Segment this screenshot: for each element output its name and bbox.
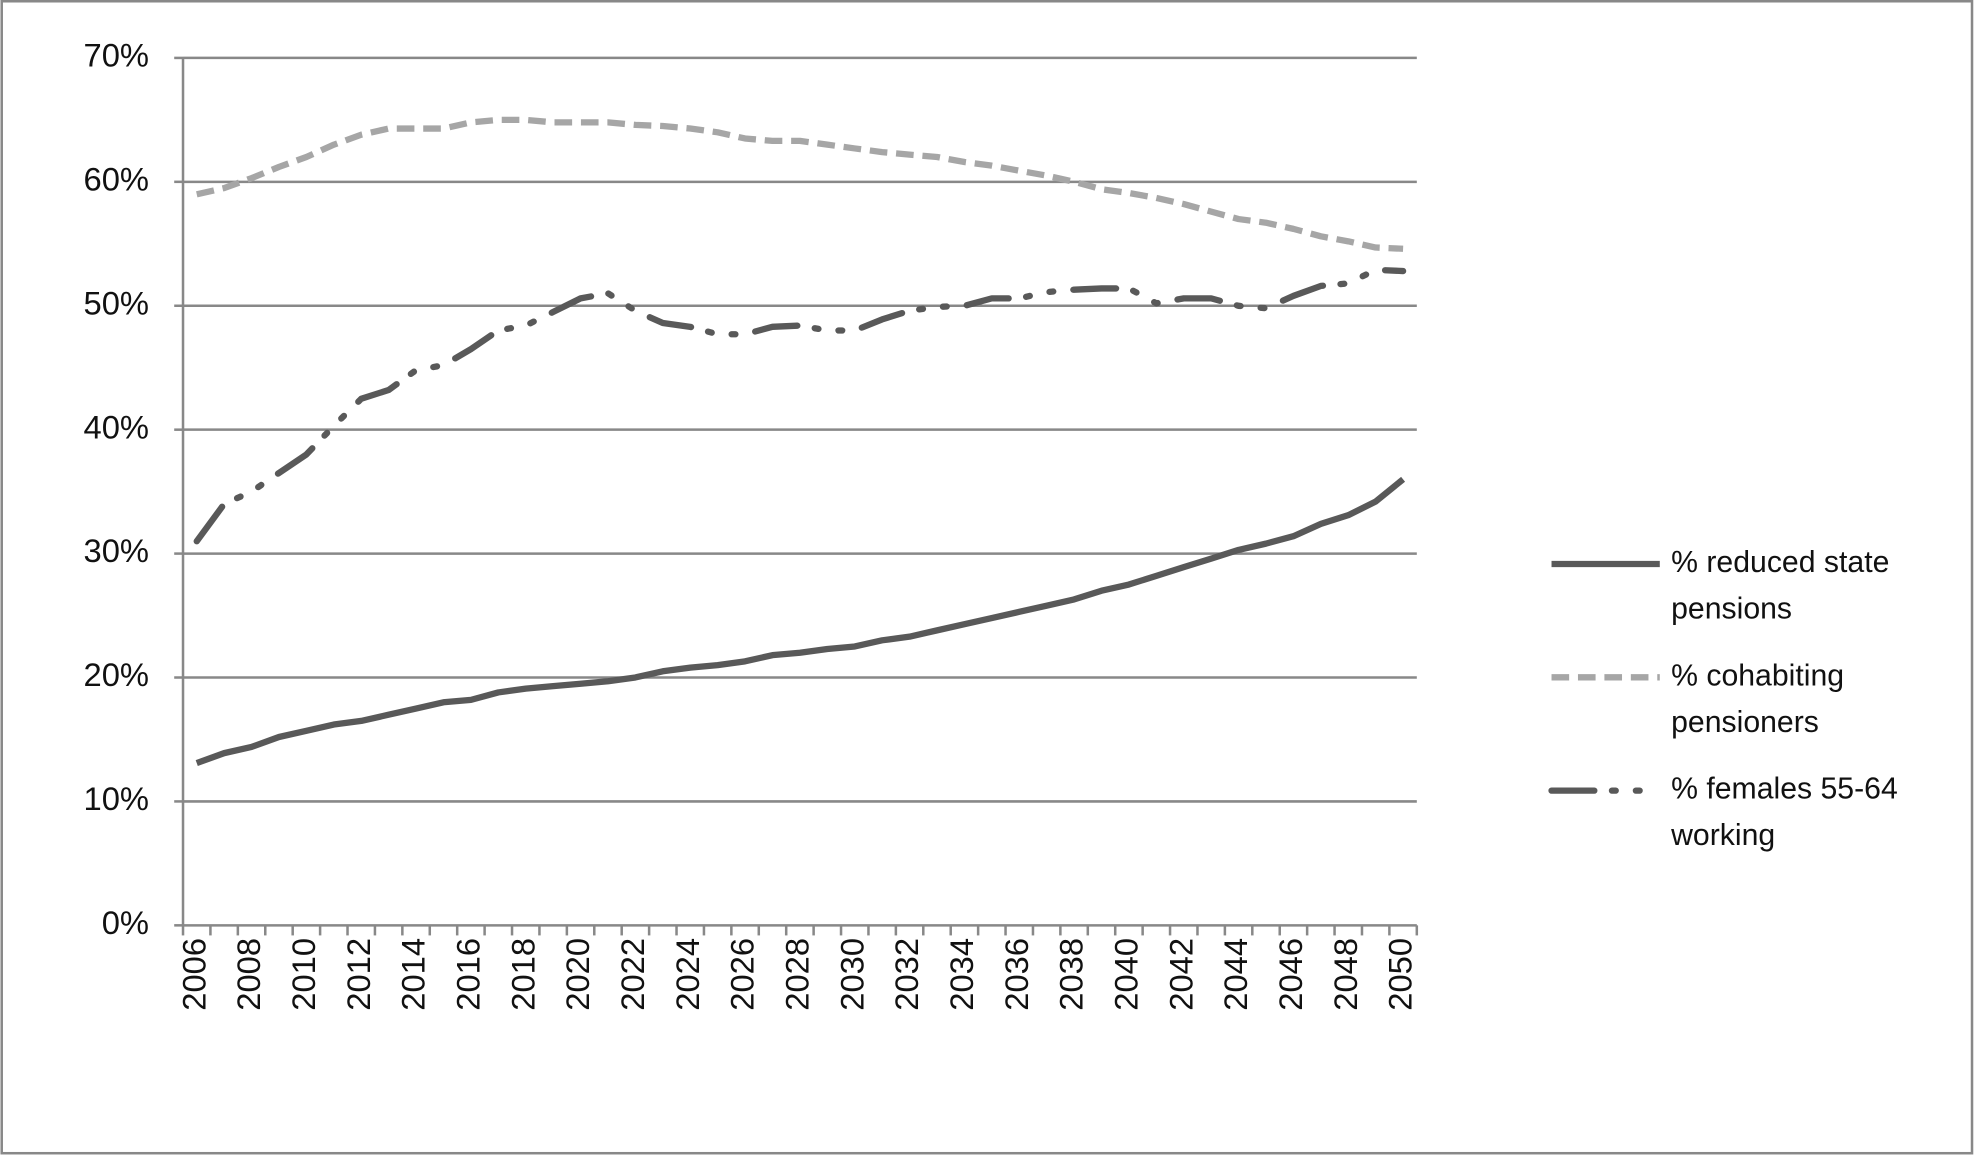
series-line	[193, 266, 1407, 545]
x-tick-label: 2044	[1217, 938, 1254, 1011]
legend-label: % females 55-64 working	[1670, 773, 1898, 853]
legend-label: % cohabiting pensioners	[1671, 659, 1844, 739]
series-line	[196, 116, 1404, 252]
legend-label: % reduced state pensions	[1671, 546, 1889, 626]
x-tick-label: 2038	[1053, 938, 1090, 1011]
x-tick-label: 2028	[779, 938, 816, 1011]
x-tick-label: 2016	[450, 938, 487, 1011]
y-tick-label: 0%	[102, 904, 149, 941]
x-tick-label: 2010	[285, 938, 322, 1011]
x-tick-label: 2040	[1108, 938, 1145, 1011]
y-tick-label: 40%	[84, 408, 150, 445]
x-tick-label: 2032	[888, 938, 925, 1011]
x-tick-label: 2022	[614, 938, 651, 1011]
x-tick-label: 2036	[998, 938, 1035, 1011]
x-tick-label: 2026	[724, 938, 761, 1011]
x-tick-label: 2018	[504, 938, 541, 1011]
y-tick-label: 10%	[84, 780, 150, 817]
x-tick-label: 2042	[1162, 938, 1199, 1011]
x-tick-label: 2008	[230, 938, 267, 1011]
x-tick-label: 2024	[669, 938, 706, 1011]
x-tick-label: 2020	[559, 938, 596, 1011]
x-tick-label: 2050	[1382, 938, 1419, 1011]
x-tick-label: 2014	[395, 938, 432, 1011]
x-tick-label: 2046	[1272, 938, 1309, 1011]
series-line	[195, 476, 1406, 767]
x-tick-label: 2012	[340, 938, 377, 1011]
x-tick-label: 2034	[943, 938, 980, 1011]
y-tick-label: 50%	[84, 284, 150, 321]
y-tick-label: 60%	[84, 160, 150, 197]
x-tick-label: 2048	[1327, 938, 1364, 1011]
y-tick-label: 30%	[84, 532, 150, 569]
y-tick-label: 20%	[84, 656, 150, 693]
x-tick-label: 2006	[175, 938, 212, 1011]
x-tick-label: 2030	[833, 938, 870, 1011]
y-tick-label: 70%	[84, 37, 150, 74]
